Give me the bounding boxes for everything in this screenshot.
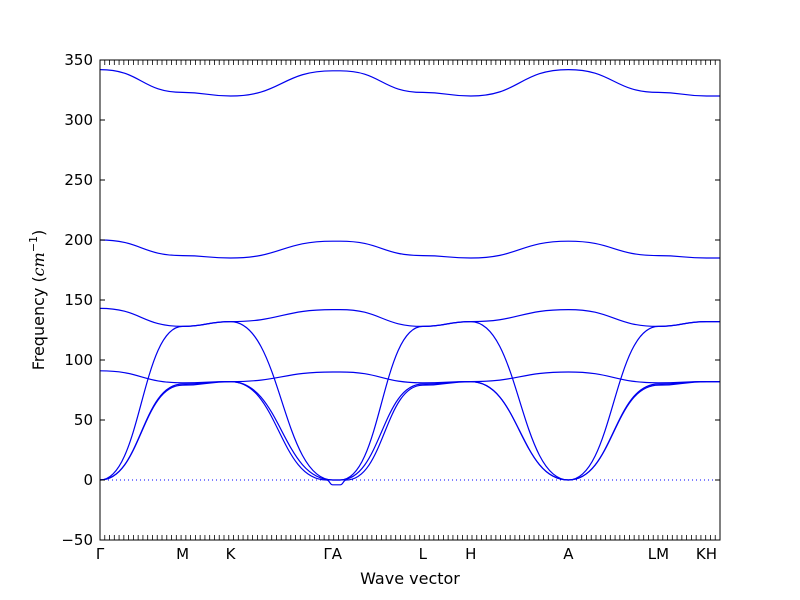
phonon-band-7 (99, 380, 720, 486)
x-tick-label-8: KH (696, 545, 717, 563)
y-axis-label-exponent: −1 (27, 236, 40, 252)
y-axis-label-text: Frequency ( (29, 276, 48, 370)
y-axis-label: Frequency (cm−1) (27, 230, 48, 371)
x-tick-label-4: L (419, 545, 428, 563)
y-axis-label-close: ) (29, 230, 48, 236)
y-tick-label: 300 (64, 111, 93, 129)
phonon-band-5 (99, 370, 720, 384)
x-tick-label-0: Γ (96, 545, 105, 563)
y-tick-label: −50 (61, 531, 93, 549)
y-tick-label: 350 (64, 51, 93, 69)
x-tick-label-2: K (226, 545, 237, 563)
phonon-band-1 (99, 68, 720, 97)
y-tick-label: 150 (64, 291, 93, 309)
phonon-band-3 (99, 307, 720, 328)
phonon-band-2 (99, 239, 720, 259)
y-axis-label-math: cm (29, 252, 48, 276)
x-tick-label-1: M (176, 545, 189, 563)
phonon-band-4 (99, 320, 720, 481)
x-tick-label-7: LM (648, 545, 669, 563)
phonon-band-6 (99, 380, 720, 481)
x-axis-label: Wave vector (360, 569, 460, 588)
y-tick-label: 0 (83, 471, 93, 489)
plot-frame (99, 59, 721, 541)
x-tick-label-6: A (563, 545, 574, 563)
x-tick-label-3: ΓA (323, 545, 342, 563)
y-tick-label: 250 (64, 171, 93, 189)
y-tick-label: 100 (64, 351, 93, 369)
y-tick-label: 200 (64, 231, 93, 249)
x-tick-label-5: H (465, 545, 476, 563)
y-tick-label: 50 (74, 411, 93, 429)
